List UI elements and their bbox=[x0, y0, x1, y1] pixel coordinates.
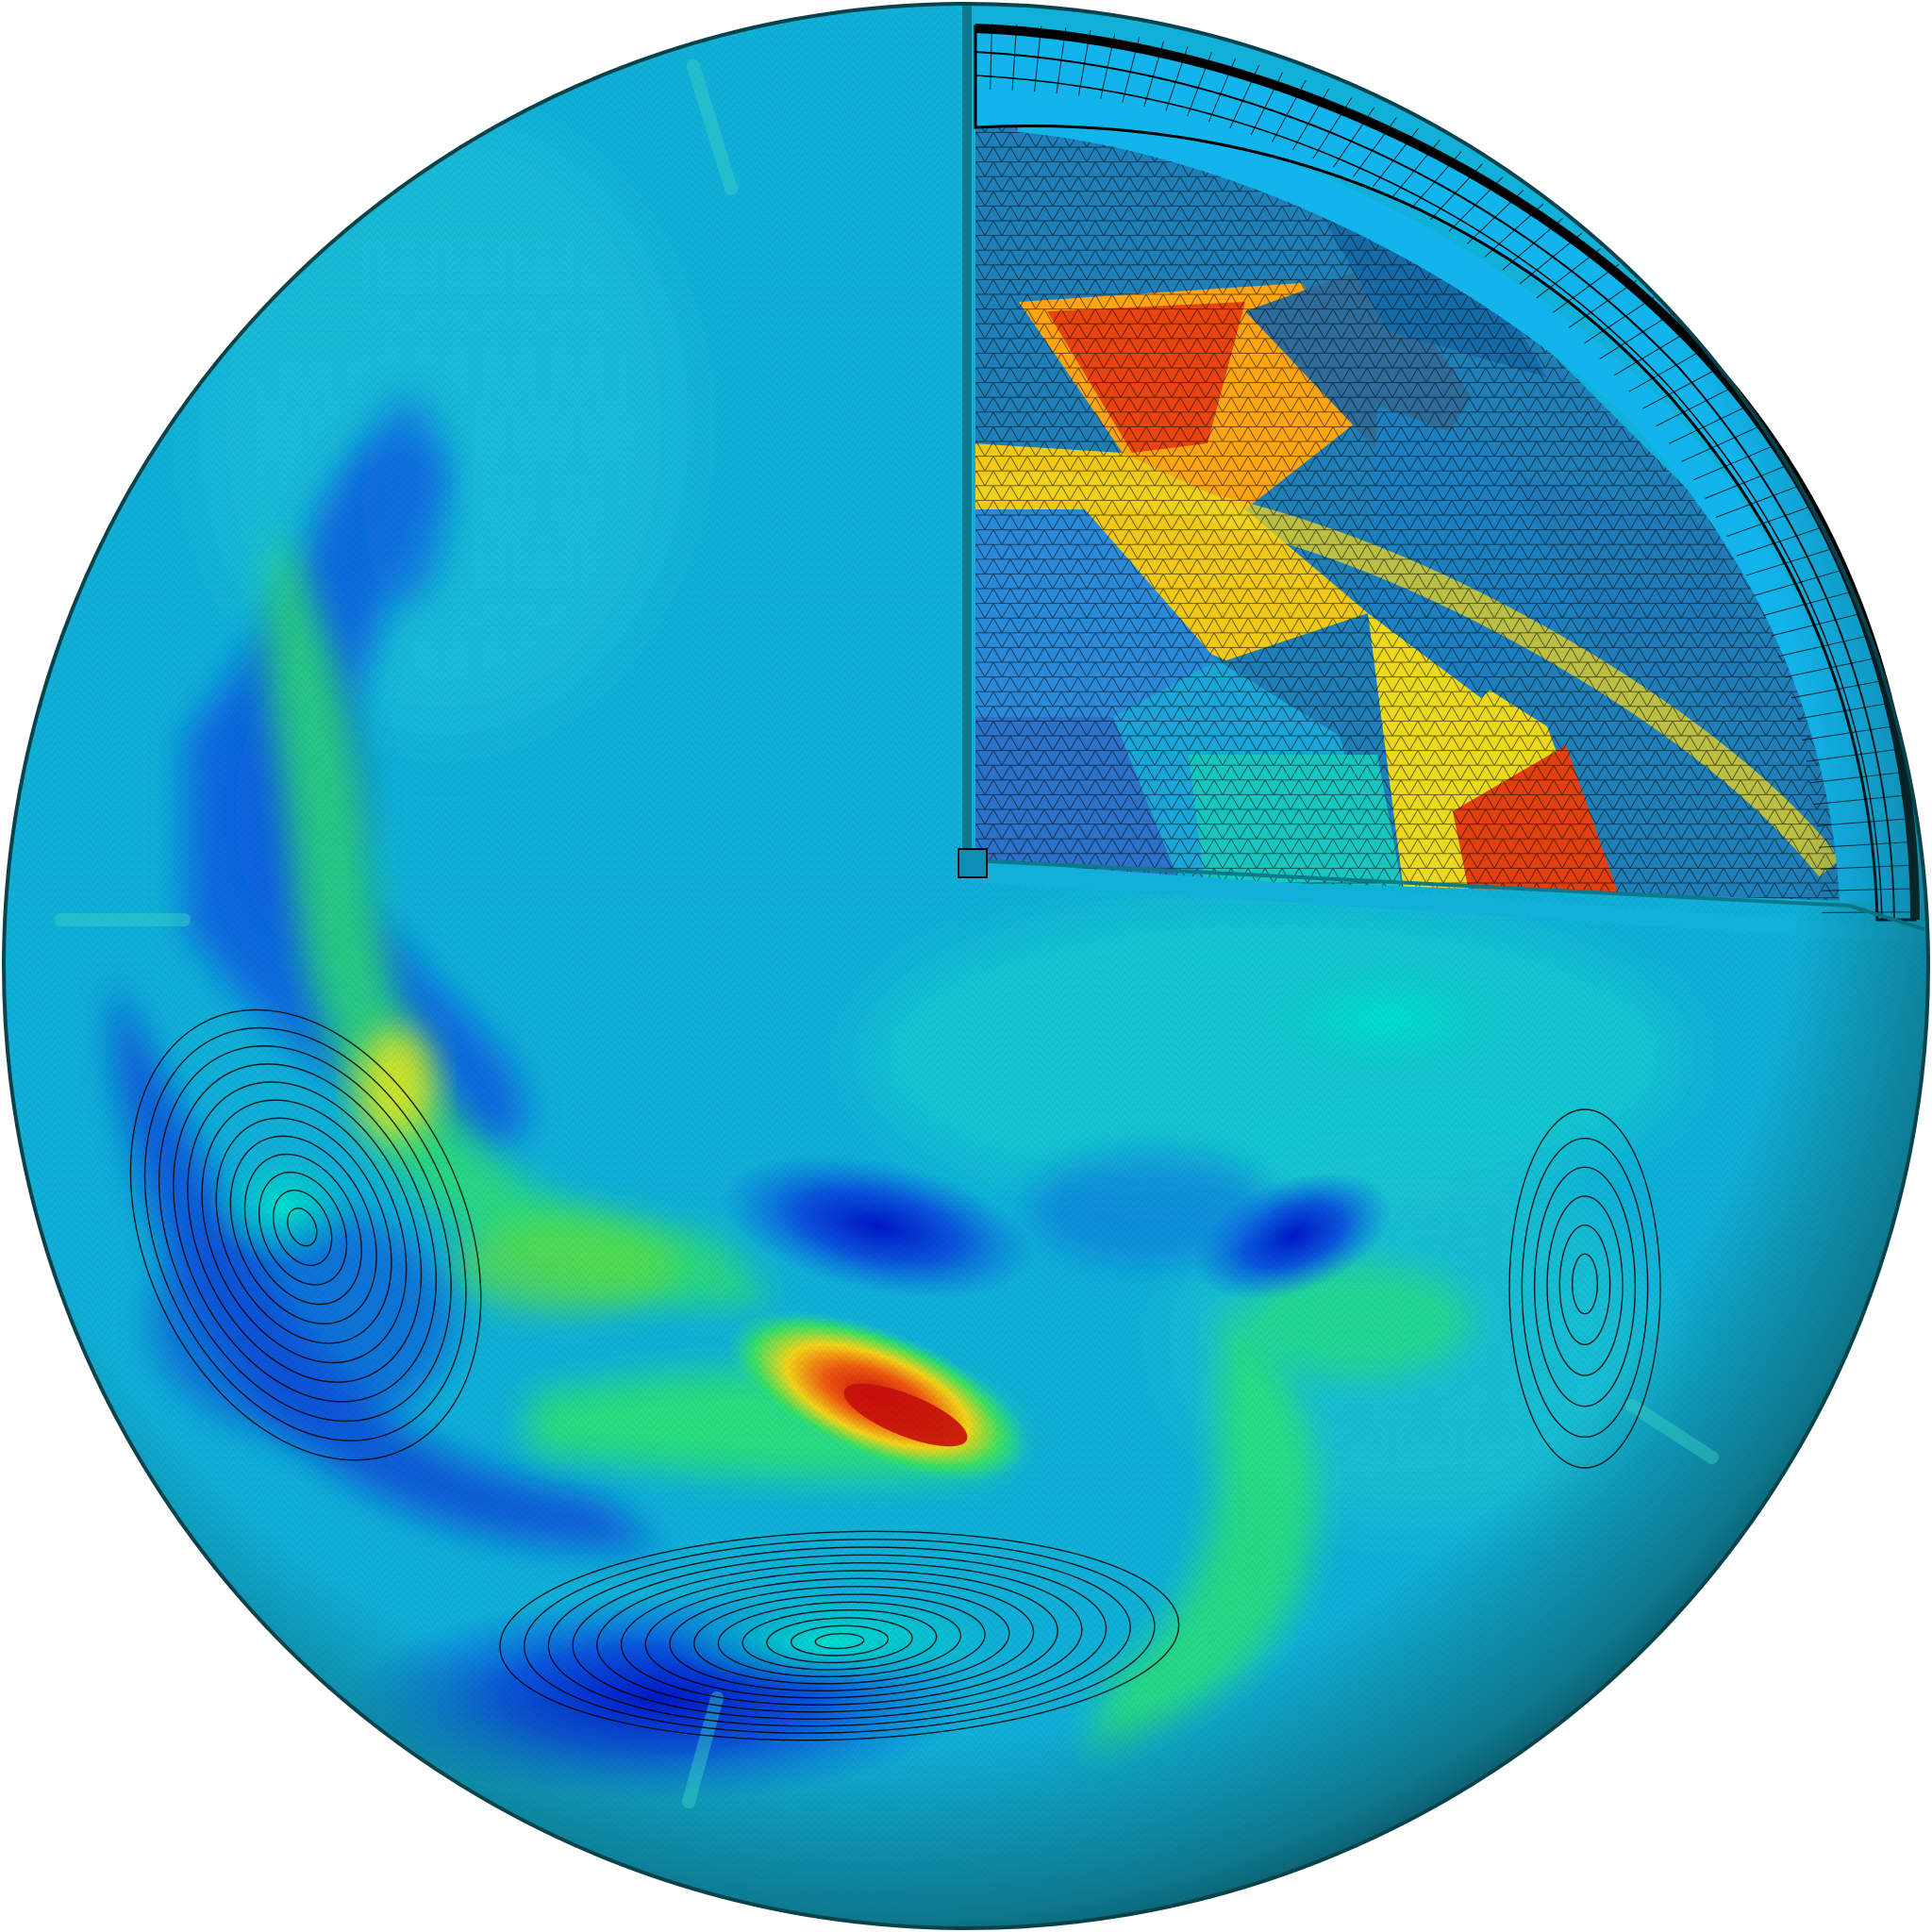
isoline-contours bbox=[129, 1008, 1661, 1741]
contour-group-right bbox=[1508, 1108, 1661, 1469]
faint-grid-markers bbox=[55, 59, 1719, 1808]
contour-group-bottom bbox=[499, 1530, 1180, 1741]
contour-group-left bbox=[129, 1008, 482, 1461]
